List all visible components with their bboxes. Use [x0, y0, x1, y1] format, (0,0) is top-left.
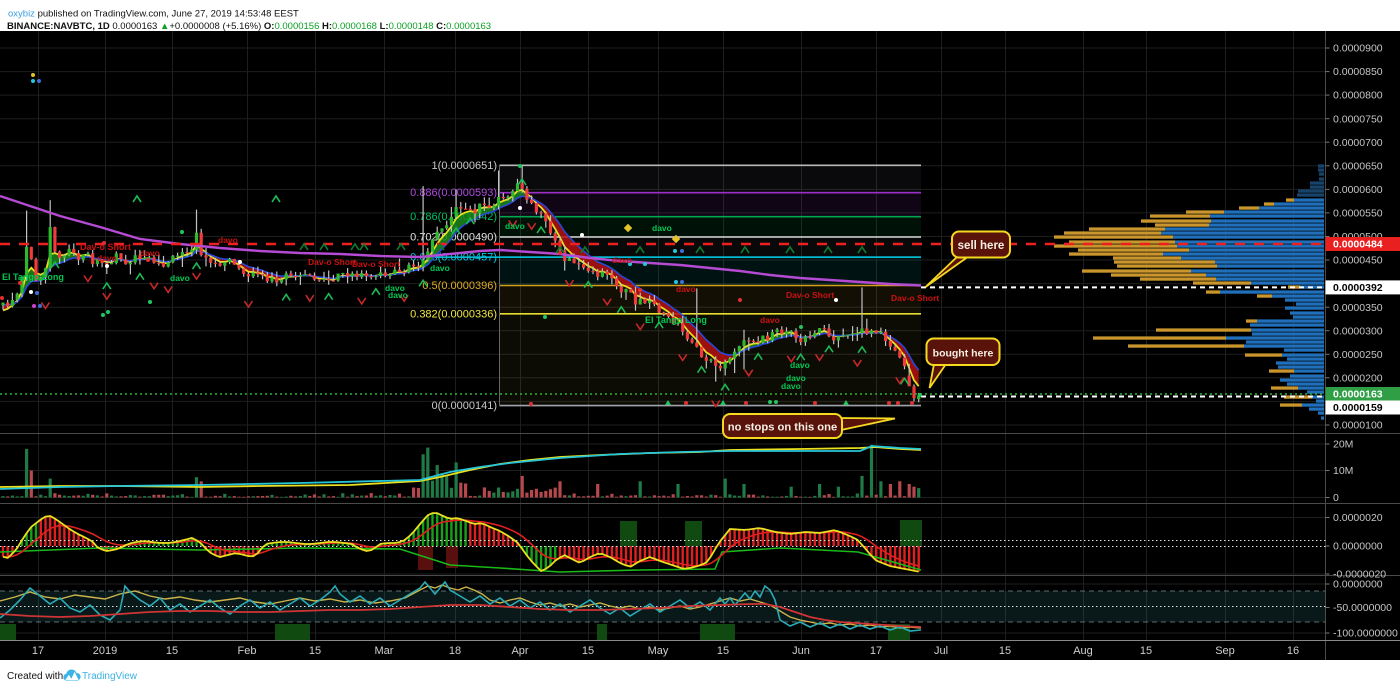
svg-text:0.0000020: 0.0000020: [1333, 512, 1383, 524]
svg-text:davo: davo: [430, 263, 450, 273]
svg-text:Mar: Mar: [375, 645, 394, 657]
svg-text:davo: davo: [140, 248, 160, 258]
svg-text:-100.0000000: -100.0000000: [1333, 628, 1398, 640]
svg-text:18: 18: [449, 645, 461, 657]
svg-text:0.0000392: 0.0000392: [1333, 282, 1383, 294]
svg-text:-50.0000000: -50.0000000: [1333, 602, 1392, 614]
svg-text:0.382(0.0000336): 0.382(0.0000336): [410, 308, 497, 320]
svg-text:0.0000000: 0.0000000: [1333, 541, 1383, 553]
svg-text:15: 15: [1140, 645, 1152, 657]
svg-text:Dav-o Short: Dav-o Short: [891, 293, 939, 303]
svg-text:15: 15: [166, 645, 178, 657]
svg-text:1(0.0000651): 1(0.0000651): [432, 160, 497, 172]
svg-text:davo: davo: [786, 373, 806, 383]
svg-text:May: May: [648, 645, 669, 657]
svg-text:-0.0000020: -0.0000020: [1333, 569, 1386, 581]
svg-text:0.0000650: 0.0000650: [1333, 160, 1383, 172]
svg-text:no stops on this one: no stops on this one: [728, 422, 837, 434]
svg-text:15: 15: [582, 645, 594, 657]
svg-text:0.0000484: 0.0000484: [1333, 239, 1383, 251]
svg-text:0.0000200: 0.0000200: [1333, 372, 1383, 384]
svg-text:0.0000350: 0.0000350: [1333, 302, 1383, 314]
svg-text:0(0.0000141): 0(0.0000141): [432, 400, 497, 412]
svg-text:davo: davo: [790, 360, 810, 370]
svg-text:17: 17: [32, 645, 44, 657]
svg-text:10M: 10M: [1333, 465, 1353, 477]
svg-text:Jul: Jul: [934, 645, 948, 657]
svg-text:0.0000600: 0.0000600: [1333, 184, 1383, 196]
svg-text:Dav-o Short: Dav-o Short: [786, 290, 834, 300]
svg-text:17: 17: [870, 645, 882, 657]
svg-text:0.0000450: 0.0000450: [1333, 255, 1383, 267]
svg-text:Feb: Feb: [238, 645, 257, 657]
svg-text:Dav-o Short: Dav-o Short: [308, 257, 356, 267]
svg-text:davo: davo: [385, 283, 405, 293]
svg-text:0.886(0.0000593): 0.886(0.0000593): [410, 187, 497, 199]
svg-text:TradingView: TradingView: [82, 671, 138, 682]
svg-text:0.0000850: 0.0000850: [1333, 66, 1383, 78]
svg-text:davo: davo: [97, 253, 117, 263]
svg-text:0.0000100: 0.0000100: [1333, 420, 1383, 432]
svg-text:BINANCE:NAVBTC, 1D 0.0000163: BINANCE:NAVBTC, 1D 0.0000163 ▲+0.0000008…: [7, 21, 491, 32]
svg-text:0.0000700: 0.0000700: [1333, 137, 1383, 149]
svg-text:davo: davo: [388, 290, 408, 300]
svg-text:0.0000159: 0.0000159: [1333, 402, 1383, 414]
svg-text:davo: davo: [218, 235, 238, 245]
svg-text:El Tango Long: El Tango Long: [2, 272, 64, 282]
svg-text:Aug: Aug: [1073, 645, 1093, 657]
svg-text:Dav-o Short: Dav-o Short: [352, 259, 400, 269]
svg-text:0.0000550: 0.0000550: [1333, 208, 1383, 220]
svg-text:16: 16: [1287, 645, 1299, 657]
svg-text:Sep: Sep: [1215, 645, 1235, 657]
svg-text:davo: davo: [170, 273, 190, 283]
svg-text:15: 15: [309, 645, 321, 657]
svg-text:davo: davo: [612, 255, 632, 265]
svg-text:davo: davo: [781, 381, 801, 391]
svg-text:0.0000900: 0.0000900: [1333, 43, 1383, 55]
svg-text:0.0000750: 0.0000750: [1333, 113, 1383, 125]
svg-text:0.0000300: 0.0000300: [1333, 325, 1383, 337]
svg-text:0.0000250: 0.0000250: [1333, 349, 1383, 361]
svg-text:20M: 20M: [1333, 439, 1353, 451]
svg-text:davo: davo: [652, 223, 672, 233]
svg-text:bought here: bought here: [933, 347, 994, 359]
svg-text:sell here: sell here: [958, 240, 1005, 252]
svg-text:davo: davo: [505, 221, 525, 231]
svg-text:0.0000800: 0.0000800: [1333, 90, 1383, 102]
svg-text:0.0000163: 0.0000163: [1333, 389, 1383, 401]
svg-text:15: 15: [999, 645, 1011, 657]
svg-text:0.5(0.0000396): 0.5(0.0000396): [422, 280, 497, 292]
svg-text:Dav-o Short: Dav-o Short: [80, 242, 131, 252]
svg-text:Jun: Jun: [792, 645, 810, 657]
svg-text:davo: davo: [760, 315, 780, 325]
svg-text:oxybiz published on TradingVie: oxybiz published on TradingView.com, Jun…: [8, 9, 299, 20]
svg-text:0: 0: [1333, 492, 1339, 504]
svg-text:Apr: Apr: [511, 645, 528, 657]
svg-text:0.0000000: 0.0000000: [1333, 579, 1383, 591]
svg-text:davo: davo: [676, 284, 696, 294]
svg-text:El Tango Long: El Tango Long: [645, 315, 707, 325]
svg-text:15: 15: [717, 645, 729, 657]
svg-text:Created with: Created with: [7, 671, 63, 682]
svg-text:2019: 2019: [93, 645, 117, 657]
